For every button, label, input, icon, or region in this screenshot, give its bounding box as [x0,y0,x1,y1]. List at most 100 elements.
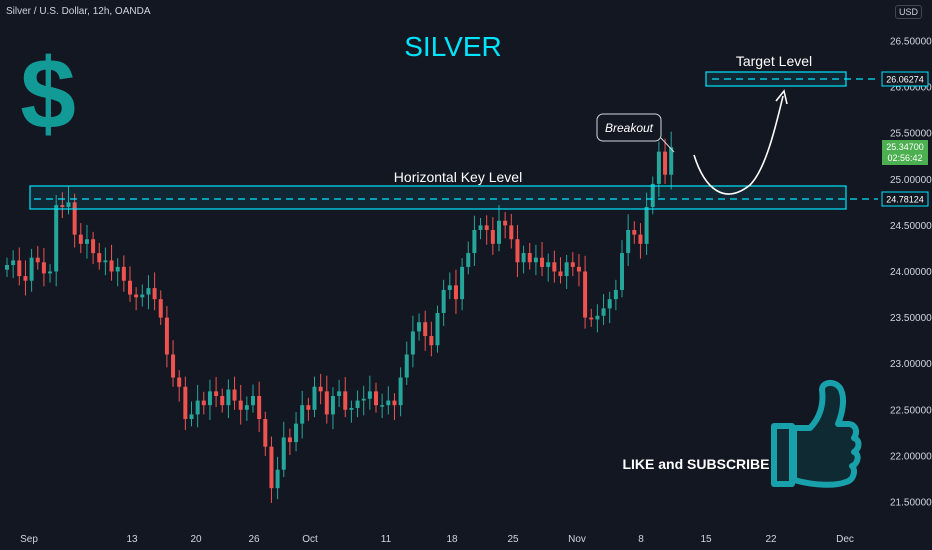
candle-down [509,225,514,240]
candle-up [466,253,471,267]
x-tick-label: Nov [568,534,586,545]
x-tick-label: Dec [836,534,854,545]
candle-down [263,419,268,447]
candle-down [576,266,581,272]
candle-up [361,398,366,401]
candle-up [84,239,89,244]
projection-arrowhead [775,89,788,105]
candle-up [447,285,452,290]
candle-down [72,202,77,235]
current-price-tag-box [882,140,928,165]
candle-up [435,312,440,346]
x-tick-label: 8 [638,534,644,545]
x-tick-label: 20 [190,534,202,545]
candle-down [663,151,668,175]
current-price-tag: 25.34700 [886,142,924,152]
countdown-tag: 02:56:42 [887,153,922,163]
y-tick-label: 24.50000 [890,221,932,232]
candle-down [374,391,378,406]
candle-down [324,391,329,415]
candle-up [656,151,661,184]
candle-down [287,437,292,443]
breakout-label: Breakout [605,121,654,135]
x-tick-label: 15 [700,534,712,545]
y-tick-label: 21.50000 [890,498,932,509]
x-tick-label: 22 [765,534,777,545]
candle-up [11,260,16,266]
x-tick-label: Oct [302,534,318,545]
candle-up [644,206,649,244]
candle-down [158,299,163,318]
y-tick-label: 25.00000 [890,175,932,186]
candle-down [423,322,428,337]
candle-down [392,400,397,406]
candle-down [583,271,588,318]
candle-down [503,220,508,226]
y-tick-label: 24.00000 [890,267,932,278]
candle-up [620,253,624,290]
candle-up [48,271,53,274]
candle-down [201,400,206,406]
candle-down [632,230,637,235]
candle-up [207,391,212,406]
candle-up [564,262,569,277]
candle-down [638,234,643,244]
candle-up [460,266,465,300]
candle-up [189,414,194,420]
candle-up [103,260,108,263]
candle-down [527,253,532,263]
candle-up [281,437,286,470]
x-axis: Sep 13 20 26 Oct 11 18 25 Nov 8 15 22 Dec [20,534,854,545]
candle-up [601,308,606,316]
candle-up [275,469,280,489]
y-tick-label: 25.50000 [890,129,932,140]
candle-down [238,400,243,410]
candle-up [294,423,299,443]
candle-up [312,386,317,410]
candle-up [330,395,335,415]
candle-up [497,220,501,244]
chart-title: SILVER [404,31,502,62]
candle-up [669,147,674,175]
candle-down [490,230,495,244]
y-tick-label: 26.50000 [890,37,932,48]
candle-up [613,289,618,300]
x-tick-label: 18 [446,534,458,545]
candle-up [300,405,305,424]
candle-up [386,400,391,406]
x-tick-label: 26 [248,534,260,545]
candle-down [453,285,458,300]
candle-up [115,266,120,272]
candle-down [60,205,65,207]
candle-up [417,322,422,332]
key-level-label: Horizontal Key Level [394,169,522,185]
candle-up [195,400,200,415]
candle-down [220,395,225,406]
candle-up [337,391,342,396]
candle-down [164,317,169,355]
key-level-tag-box [881,191,929,207]
candle-down [429,336,434,346]
candle-up [29,257,34,281]
currency-selector[interactable]: USD [894,5,922,19]
candle-down [23,276,28,281]
candle-down [128,280,132,295]
candle-up [595,315,600,320]
candle-down [121,266,126,281]
y-tick-label: 26.00000 [890,83,932,94]
candle-up [146,288,151,295]
thumbs-up-icon[interactable] [771,380,862,488]
candle-up [380,405,385,407]
candle-down [232,389,237,401]
x-tick-label: 11 [381,534,392,545]
candle-down [306,405,311,410]
y-tick-label: 23.00000 [890,359,932,370]
candle-up [54,205,59,272]
candle-down [41,262,46,274]
candle-down [97,253,102,263]
candle-down [570,262,575,267]
target-level-tag: 26.06274 [886,75,924,85]
candle-down [91,239,96,254]
